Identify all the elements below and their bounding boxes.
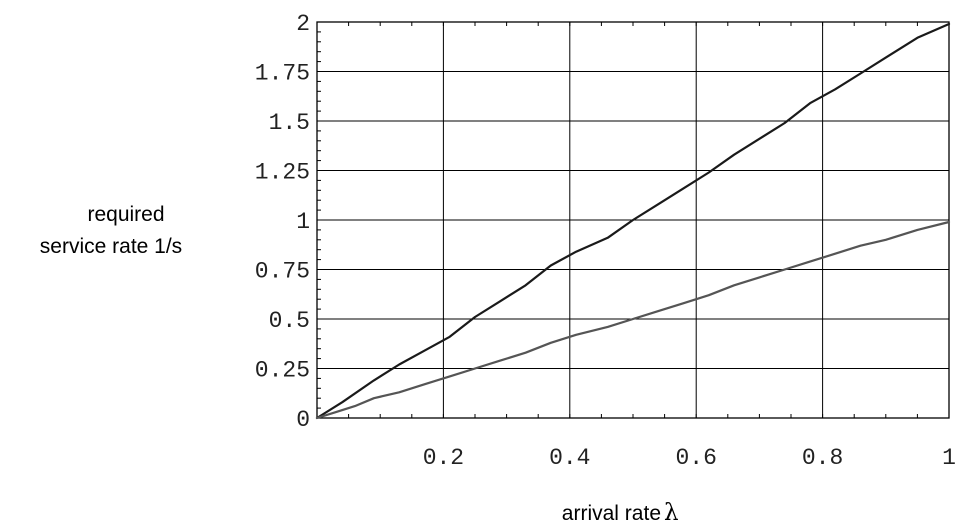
y-tick-label: 1.75: [255, 61, 310, 87]
x-tick-label: 0.8: [802, 445, 843, 471]
x-tick-label: 1: [942, 445, 956, 471]
y-tick-label: 1: [296, 209, 310, 235]
y-tick-labels: 0 0.25 0.5 0.75 1 1.25 1.5 1.75 2: [255, 11, 310, 433]
plot-frame: [316, 21, 950, 419]
series-line-2: [315, 220, 951, 420]
y-tick-label: 0.75: [255, 259, 310, 285]
y-tick-label: 0.25: [255, 358, 310, 384]
x-tick-label: 0.4: [549, 445, 590, 471]
y-tick-label: 0.5: [269, 308, 310, 334]
y-tick-label: 0: [296, 407, 310, 433]
y-axis-label-line-1: required: [87, 203, 164, 226]
y-tick-label: 1.5: [269, 110, 310, 136]
x-tick-label: 0.2: [423, 445, 464, 471]
x-axis-label-text: arrival rate: [562, 502, 661, 525]
series-group: [315, 22, 951, 420]
series-line-1: [315, 22, 951, 420]
y-tick-label: 2: [296, 11, 310, 37]
x-tick-label: 0.6: [675, 445, 716, 471]
x-tick-labels: 0.2 0.4 0.6 0.8 1: [423, 445, 956, 471]
y-tick-label: 1.25: [255, 160, 310, 186]
x-axis-label: arrival rate: [562, 502, 661, 525]
y-axis-label-line-2: service rate 1/s: [40, 235, 182, 258]
x-axis-label-symbol: λ: [664, 500, 679, 526]
